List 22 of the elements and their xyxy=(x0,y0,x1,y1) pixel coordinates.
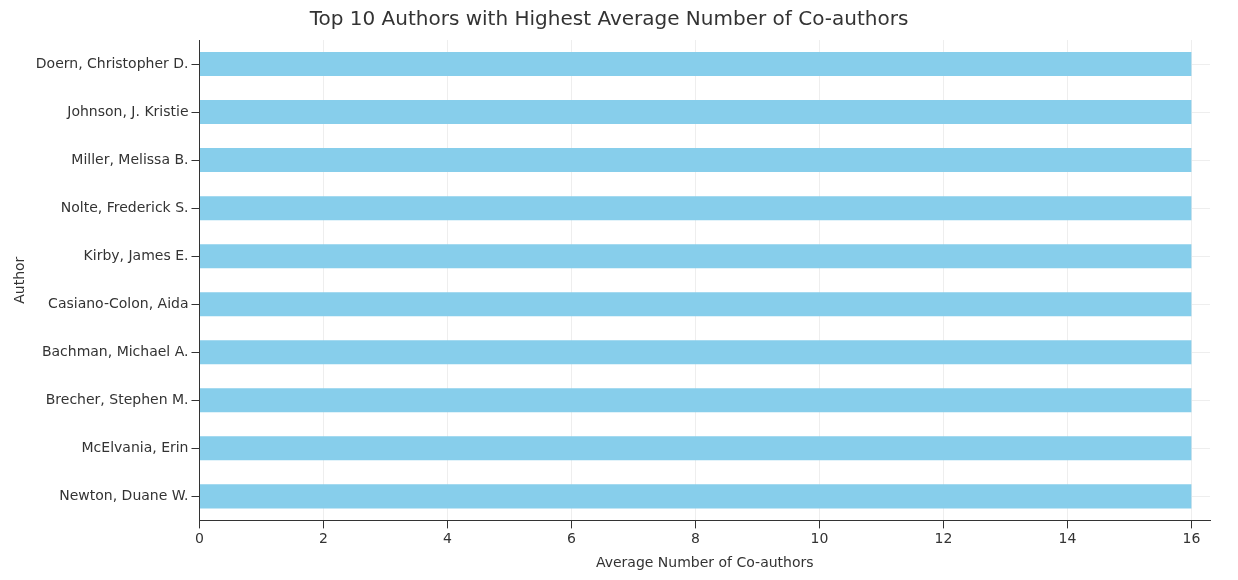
y-tick-label: Johnson, J. Kristie xyxy=(66,102,189,119)
x-tick-label: 4 xyxy=(443,530,453,547)
y-tick-label: McElvania, Erin xyxy=(81,438,189,455)
y-tick-label: Kirby, James E. xyxy=(83,246,189,263)
y-tick-label: Newton, Duane W. xyxy=(59,487,189,504)
x-tick-label: 2 xyxy=(319,530,328,547)
chart-title: Top 10 Authors with Highest Average Number of Co-authors xyxy=(308,6,909,31)
y-tick-label: Brecher, Stephen M. xyxy=(45,390,189,407)
x-tick-label: 0 xyxy=(195,530,204,547)
x-tick-label: 16 xyxy=(1182,530,1201,547)
y-tick-label: Casiano-Colon, Aida xyxy=(48,294,189,311)
x-tick-label: 10 xyxy=(810,530,829,547)
y-tick-label: Miller, Melissa B. xyxy=(71,150,189,167)
x-tick-label: 8 xyxy=(690,530,700,547)
y-axis-title: Author xyxy=(11,256,28,304)
x-axis-title: Average Number of Co-authors xyxy=(595,554,814,571)
x-tick-label: 6 xyxy=(567,530,576,547)
x-tick-label: 14 xyxy=(1058,530,1077,547)
y-tick-label: Doern, Christopher D. xyxy=(35,54,189,71)
y-tick-label: Nolte, Frederick S. xyxy=(60,198,189,215)
y-tick-label: Bachman, Michael A. xyxy=(41,342,189,359)
x-tick-label: 12 xyxy=(934,530,953,547)
